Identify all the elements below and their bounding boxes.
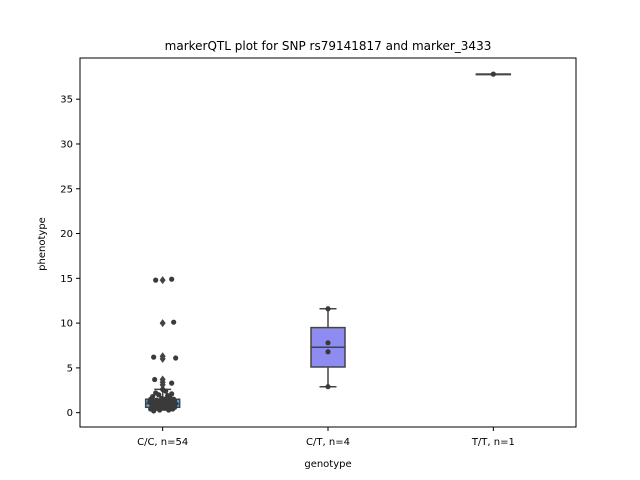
data-point — [151, 354, 157, 360]
y-axis: 0 5 10 15 20 25 30 35 — [60, 95, 80, 419]
chart-title: markerQTL plot for SNP rs79141817 and ma… — [165, 39, 492, 53]
y-tick-label: 5 — [67, 363, 73, 374]
x-tick-label: C/T, n=4 — [306, 437, 350, 448]
data-point — [169, 276, 175, 282]
data-point — [173, 355, 179, 361]
plot-frame — [79, 57, 577, 428]
flier-marker — [159, 375, 166, 384]
y-axis-label: phenotype — [37, 217, 48, 271]
data-point — [165, 393, 171, 399]
data-point — [153, 390, 159, 396]
data-point — [153, 277, 159, 283]
flier-marker — [159, 352, 166, 361]
x-tick-label: T/T, n=1 — [471, 437, 515, 448]
data-point — [152, 376, 158, 383]
y-tick-label: 35 — [60, 95, 73, 106]
y-tick-label: 10 — [60, 319, 73, 330]
y-tick-label: 15 — [60, 274, 73, 285]
x-axis-label: genotype — [304, 459, 351, 470]
data-point — [160, 386, 166, 392]
data-point — [325, 349, 331, 355]
data-point — [159, 395, 165, 401]
y-tick-label: 0 — [67, 408, 73, 419]
flier-marker — [159, 276, 166, 285]
x-axis: C/C, n=54 C/T, n=4 T/T, n=1 — [137, 427, 515, 448]
boxes — [144, 73, 512, 411]
data-point — [171, 396, 177, 402]
y-tick-label: 30 — [60, 139, 73, 150]
flier-marker — [159, 319, 166, 328]
data-point — [325, 340, 331, 346]
y-tick-label: 25 — [60, 184, 73, 195]
y-tick-label: 20 — [60, 229, 73, 240]
data-point — [150, 393, 156, 400]
data-point — [169, 391, 175, 397]
strip-points — [147, 71, 496, 414]
data-point — [490, 71, 496, 77]
data-point — [325, 384, 331, 390]
data-point — [169, 380, 175, 386]
data-point — [325, 306, 331, 312]
data-point — [171, 319, 177, 325]
data-point — [154, 397, 160, 403]
x-tick-label: C/C, n=54 — [137, 437, 188, 448]
box-group — [310, 308, 346, 388]
